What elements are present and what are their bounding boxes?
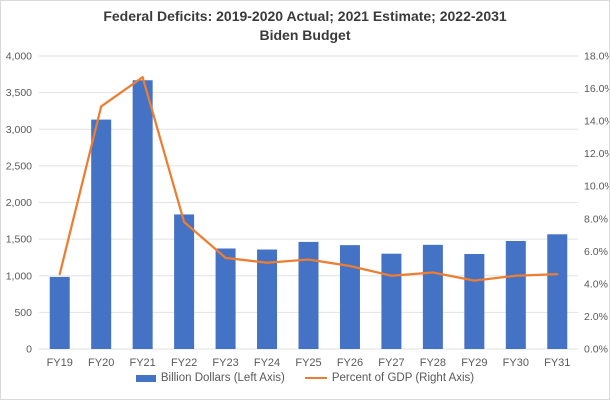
svg-text:FY29: FY29 (461, 357, 487, 369)
svg-text:0.0%: 0.0% (584, 344, 608, 356)
svg-text:4,000: 4,000 (6, 51, 32, 63)
svg-text:FY25: FY25 (295, 357, 321, 369)
line-series (58, 76, 559, 282)
svg-text:14.0%: 14.0% (584, 116, 610, 128)
svg-text:2,000: 2,000 (6, 197, 32, 209)
svg-text:6.0%: 6.0% (584, 246, 608, 258)
svg-text:2,500: 2,500 (6, 160, 32, 172)
svg-text:FY24: FY24 (254, 357, 280, 369)
svg-text:FY30: FY30 (503, 357, 529, 369)
left-axis-tick-labels: 0 500 1,000 1,500 2,000 2,500 3,000 3,500 4,000 (6, 51, 32, 356)
svg-text:FY22: FY22 (171, 357, 197, 369)
svg-text:8.0%: 8.0% (584, 213, 608, 225)
bar-series-swatch (135, 374, 156, 382)
svg-text:4.0%: 4.0% (584, 278, 608, 290)
svg-text:12.0%: 12.0% (584, 148, 610, 160)
svg-text:10.0%: 10.0% (584, 181, 610, 193)
svg-text:FY26: FY26 (337, 357, 363, 369)
bar-series-label: Billion Dollars (Left Axis) (160, 372, 285, 384)
gridlines (39, 55, 578, 350)
chart-title-line-2: Biden Budget (259, 27, 351, 43)
svg-text:16.0%: 16.0% (584, 83, 610, 95)
chart-title: Federal Deficits: 2019-2020 Actual; 2021… (1, 7, 609, 45)
legend-item-percent-gdp: Percent of GDP (Right Axis) (304, 372, 475, 384)
right-axis-tick-labels: 0.0% 2.0% 4.0% 6.0% 8.0% 10.0% 12.0% 14.0% 16.0%… (584, 51, 610, 356)
legend: Billion Dollars (Left Axis) Percent of G… (1, 372, 609, 384)
svg-text:2.0%: 2.0% (584, 311, 608, 323)
svg-text:1,000: 1,000 (6, 270, 32, 282)
bar-series (49, 80, 568, 350)
svg-text:3,500: 3,500 (6, 87, 32, 99)
legend-item-billion-dollars: Billion Dollars (Left Axis) (135, 372, 285, 384)
svg-text:FY23: FY23 (212, 357, 238, 369)
svg-text:FY21: FY21 (130, 357, 156, 369)
x-axis-labels: FY19 FY20 FY21 FY22 FY23 FY24 FY25 FY26 FY27 FY28… (47, 357, 571, 369)
svg-text:18.0%: 18.0% (584, 51, 610, 63)
line-series-label: Percent of GDP (Right Axis) (331, 372, 475, 384)
svg-text:FY19: FY19 (47, 357, 73, 369)
svg-text:FY20: FY20 (88, 357, 114, 369)
chart-title-line-1: Federal Deficits: 2019-2020 Actual; 2021… (103, 8, 507, 24)
svg-text:0: 0 (26, 344, 32, 356)
svg-text:FY31: FY31 (544, 357, 570, 369)
svg-text:FY28: FY28 (420, 357, 446, 369)
line-series-swatch (304, 376, 327, 380)
svg-text:500: 500 (14, 307, 32, 319)
svg-text:1,500: 1,500 (6, 234, 32, 246)
svg-text:FY27: FY27 (378, 357, 404, 369)
svg-text:3,000: 3,000 (6, 124, 32, 136)
